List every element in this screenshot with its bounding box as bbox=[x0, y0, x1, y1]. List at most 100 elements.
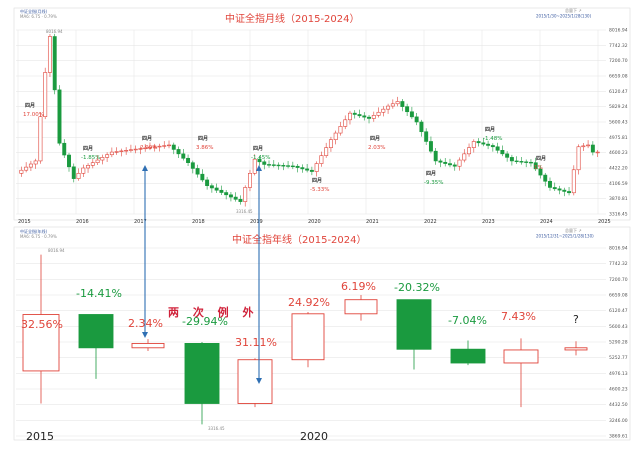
monthly-candle-body bbox=[52, 36, 57, 91]
monthly-y-ticks: 8016.94 7742.32 7200.70 6659.08 6120.47 5829.… bbox=[609, 28, 628, 218]
monthly-candle-body bbox=[62, 142, 67, 156]
monthly-candle-body bbox=[552, 187, 557, 190]
monthly-candle-body bbox=[405, 106, 410, 113]
monthly-candle-body bbox=[47, 36, 52, 73]
yearly-y-tick-label: 5290.28 bbox=[609, 340, 628, 346]
monthly-candle-body bbox=[243, 187, 248, 202]
yearly-pct-label: 24.92% bbox=[288, 296, 330, 309]
monthly-candle-body bbox=[528, 161, 533, 164]
monthly-annotation-pct: -1.85% bbox=[81, 155, 100, 161]
yearly-candle-body bbox=[22, 314, 60, 372]
monthly-candle-body bbox=[143, 147, 148, 150]
yearly-y-tick-label: 7200.70 bbox=[609, 277, 628, 283]
yearly-candle-body bbox=[564, 347, 588, 351]
monthly-annotation-pct: 17.00% bbox=[23, 112, 44, 118]
monthly-x-tick-label: 2020 bbox=[308, 219, 321, 225]
monthly-x-tick-label: 2019 bbox=[250, 219, 263, 225]
monthly-candle-body bbox=[105, 154, 110, 158]
monthly-candle-body bbox=[90, 162, 95, 166]
monthly-candle-body bbox=[452, 164, 457, 167]
monthly-candle-body bbox=[448, 163, 452, 166]
monthly-candle-body bbox=[428, 141, 433, 152]
monthly-panel-frame bbox=[13, 7, 631, 221]
yearly-candle-body bbox=[503, 349, 539, 364]
monthly-candle-body bbox=[462, 153, 467, 161]
monthly-candle-body bbox=[71, 166, 76, 179]
monthly-x-tick-label: 2017 bbox=[134, 219, 147, 225]
yearly-y-tick-label: 4600.23 bbox=[609, 387, 628, 393]
yearly-pct-label: 32.56% bbox=[21, 318, 63, 331]
monthly-candle-body bbox=[224, 192, 229, 196]
link-arrow-head-bottom bbox=[256, 378, 262, 384]
monthly-candles bbox=[19, 33, 600, 207]
monthly-x-tick-label: 2025 bbox=[598, 219, 611, 225]
monthly-candle-body bbox=[271, 164, 276, 166]
monthly-annotation-label: 四月 bbox=[198, 135, 208, 142]
monthly-candle-body bbox=[519, 161, 524, 163]
yearly-candle-body bbox=[184, 342, 220, 404]
monthly-candle-body bbox=[228, 194, 233, 198]
monthly-candle-body bbox=[438, 160, 443, 163]
yearly-pct-label: -20.32% bbox=[394, 281, 440, 294]
monthly-panel: 8016.94 7742.32 7200.70 6659.08 6120.47 5829.… bbox=[13, 7, 631, 225]
monthly-candle-body bbox=[133, 148, 138, 151]
monthly-candle-body bbox=[319, 155, 324, 164]
monthly-candle-body bbox=[190, 162, 195, 169]
monthly-header-left: 中证全指(月线) bbox=[20, 8, 48, 14]
yearly-y-tick-label: 6659.08 bbox=[609, 293, 628, 299]
monthly-x-tick-label: 2024 bbox=[540, 219, 553, 225]
monthly-candle-body bbox=[252, 158, 257, 174]
monthly-candle-body bbox=[576, 146, 581, 171]
monthly-candle-body bbox=[352, 112, 357, 115]
yearly-peak-label: 8016.94 bbox=[48, 248, 65, 253]
monthly-candle-body bbox=[524, 161, 529, 163]
yearly-y-tick-label: 5252.77 bbox=[609, 355, 628, 361]
monthly-candle-body bbox=[128, 149, 133, 151]
monthly-candle-body bbox=[543, 174, 548, 182]
year-label-2020: 2020 bbox=[300, 430, 328, 443]
monthly-header-right: 总量下 ↗ bbox=[565, 7, 582, 13]
monthly-candle-body bbox=[471, 141, 476, 148]
monthly-candle-body bbox=[290, 165, 295, 168]
monthly-candle-body bbox=[257, 158, 262, 163]
monthly-candle-body bbox=[219, 189, 224, 193]
monthly-candle-body bbox=[81, 167, 86, 174]
yearly-header-right: 总量下 ↗ bbox=[565, 227, 582, 233]
monthly-candle-body bbox=[152, 146, 157, 148]
year-label-2015: 2015 bbox=[26, 430, 54, 443]
monthly-candle-body bbox=[267, 164, 271, 166]
monthly-candle-body bbox=[557, 188, 562, 191]
monthly-y-tick-label: 4422.20 bbox=[609, 166, 628, 172]
monthly-candle-body bbox=[571, 169, 576, 194]
monthly-candle-body bbox=[514, 160, 519, 163]
monthly-x-tick-label: 2023 bbox=[482, 219, 495, 225]
monthly-candle-body bbox=[495, 146, 500, 151]
monthly-candle-body bbox=[195, 168, 200, 175]
yearly-pct-label: 6.19% bbox=[341, 280, 376, 293]
monthly-candle-body bbox=[38, 116, 43, 162]
monthly-y-tick-label: 5829.24 bbox=[609, 104, 628, 110]
yearly-title: 中证全指年线（2015-2024） bbox=[232, 233, 367, 246]
monthly-candle-body bbox=[24, 166, 29, 171]
monthly-candle-body bbox=[562, 189, 567, 192]
monthly-candle-body bbox=[109, 151, 114, 156]
monthly-candle-body bbox=[414, 116, 419, 123]
monthly-candle-body bbox=[324, 147, 329, 156]
yearly-candles bbox=[22, 254, 588, 425]
yearly-pct-label: 7.43% bbox=[501, 310, 536, 323]
monthly-candle-body bbox=[171, 144, 176, 150]
monthly-candle-body bbox=[533, 162, 538, 170]
monthly-y-tick-label: 4106.59 bbox=[609, 181, 628, 187]
monthly-candle-body bbox=[581, 145, 586, 148]
monthly-candle-body bbox=[76, 173, 81, 179]
monthly-y-tick-label: 3316.45 bbox=[609, 212, 628, 218]
monthly-candle-body bbox=[186, 157, 191, 163]
link-arrow-head-top bbox=[256, 165, 262, 171]
monthly-annotation-pct: -1.48% bbox=[483, 136, 502, 142]
yearly-header-left: 中证全指(年线) bbox=[20, 228, 48, 234]
monthly-y-tick-label: 6120.47 bbox=[609, 89, 628, 95]
monthly-candle-body bbox=[481, 142, 486, 145]
monthly-candle-body bbox=[376, 111, 381, 116]
monthly-candle-body bbox=[338, 126, 343, 134]
